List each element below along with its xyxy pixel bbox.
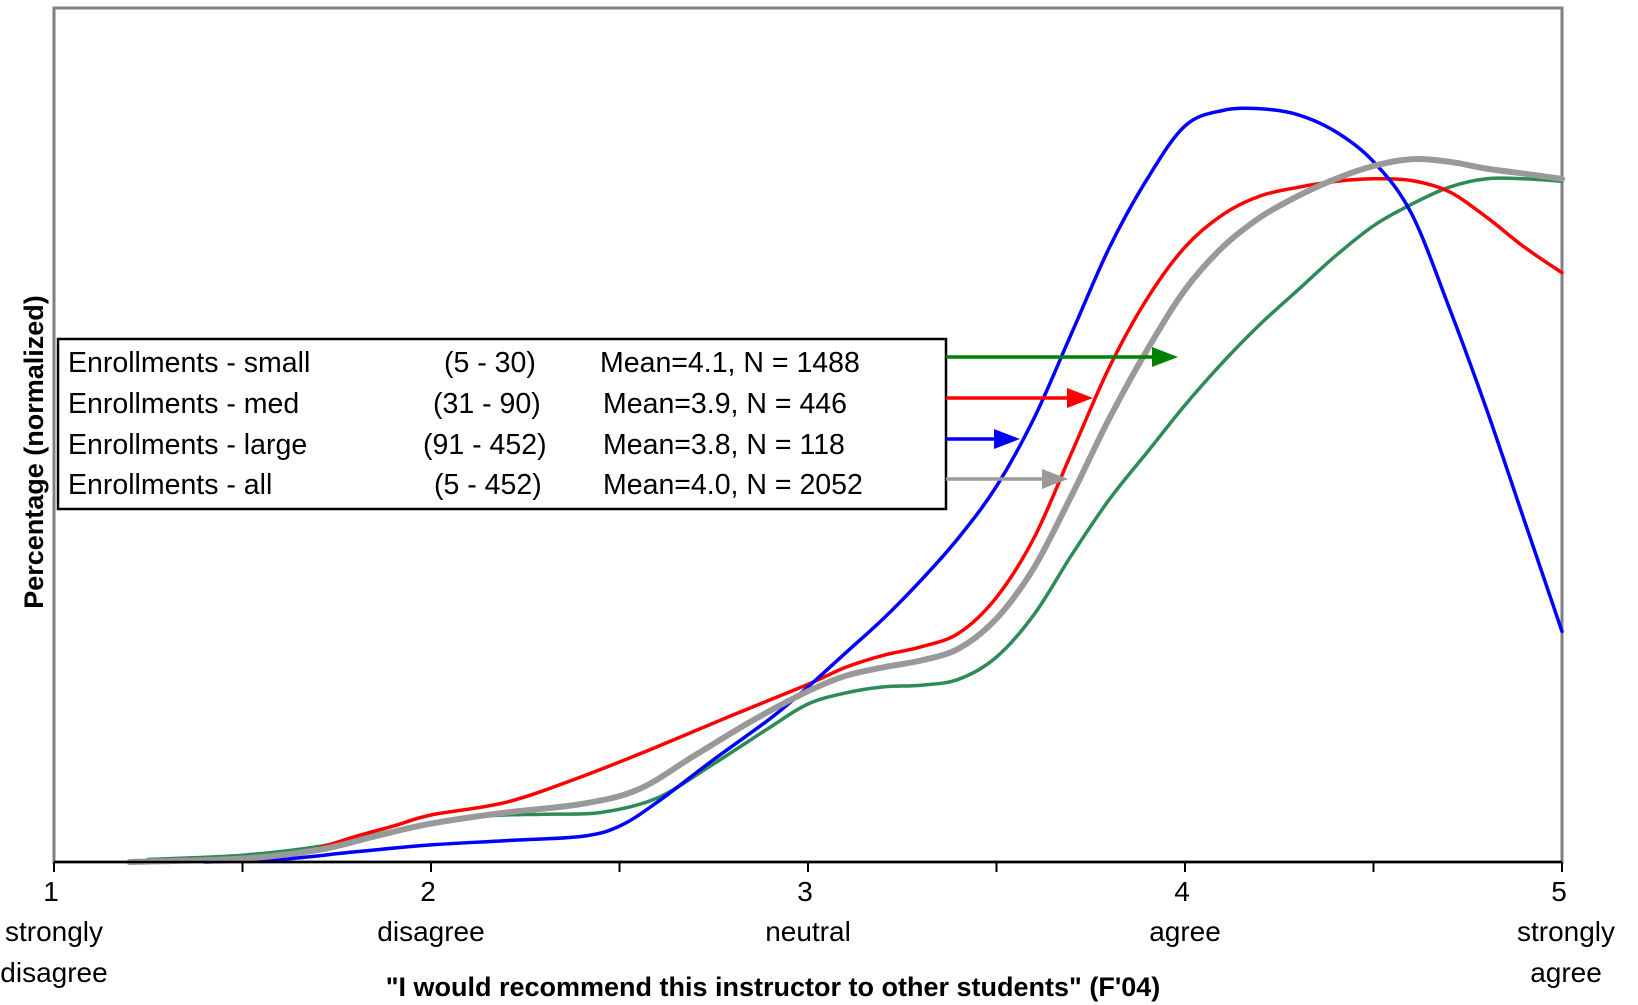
x-tick-sublabel: strongly [1517,916,1615,947]
legend-stats: Mean=4.0, N = 2052 [603,469,863,501]
legend-arrow-head [1042,469,1068,489]
x-axis-title: "I would recommend this instructor to ot… [386,972,1161,1002]
x-tick-sublabel: strongly [5,916,103,947]
series-line-enrollments-large [203,106,1564,864]
x-tick-label: 2 [420,876,436,907]
legend-range: (31 - 90) [433,388,541,420]
legend-arrow-head [994,429,1020,449]
legend-arrow-head [1152,347,1178,367]
x-tick-sublabel: agree [1530,957,1602,988]
legend-stats: Mean=3.9, N = 446 [603,388,847,420]
legend-label: Enrollments - small [68,347,310,379]
series-line-enrollments-all [126,156,1565,865]
legend-range: (91 - 452) [423,429,547,461]
series-line-enrollments-med [165,176,1564,864]
legend-arrow-head [1067,388,1093,408]
x-tick-sublabel: neutral [765,916,851,947]
x-tick-sublabel: disagree [377,916,484,947]
legend-stats: Mean=3.8, N = 118 [603,429,845,461]
legend-range: (5 - 452) [434,469,542,501]
legend-range: (5 - 30) [444,347,536,379]
legend-label: Enrollments - all [68,469,272,501]
legend-box [56,337,948,511]
x-tick-sublabel: agree [1149,916,1221,947]
legend-label: Enrollments - large [68,429,307,461]
x-tick-label: 4 [1174,876,1190,907]
legend-stats: Mean=4.1, N = 1488 [600,347,860,379]
x-tick-label: 1 [43,876,59,907]
x-tick-sublabel: disagree [0,957,107,988]
legend-label: Enrollments - med [68,388,299,420]
x-tick-label: 5 [1551,876,1567,907]
y-axis-title: Percentage (normalized) [19,295,49,609]
x-tick-label: 3 [797,876,813,907]
